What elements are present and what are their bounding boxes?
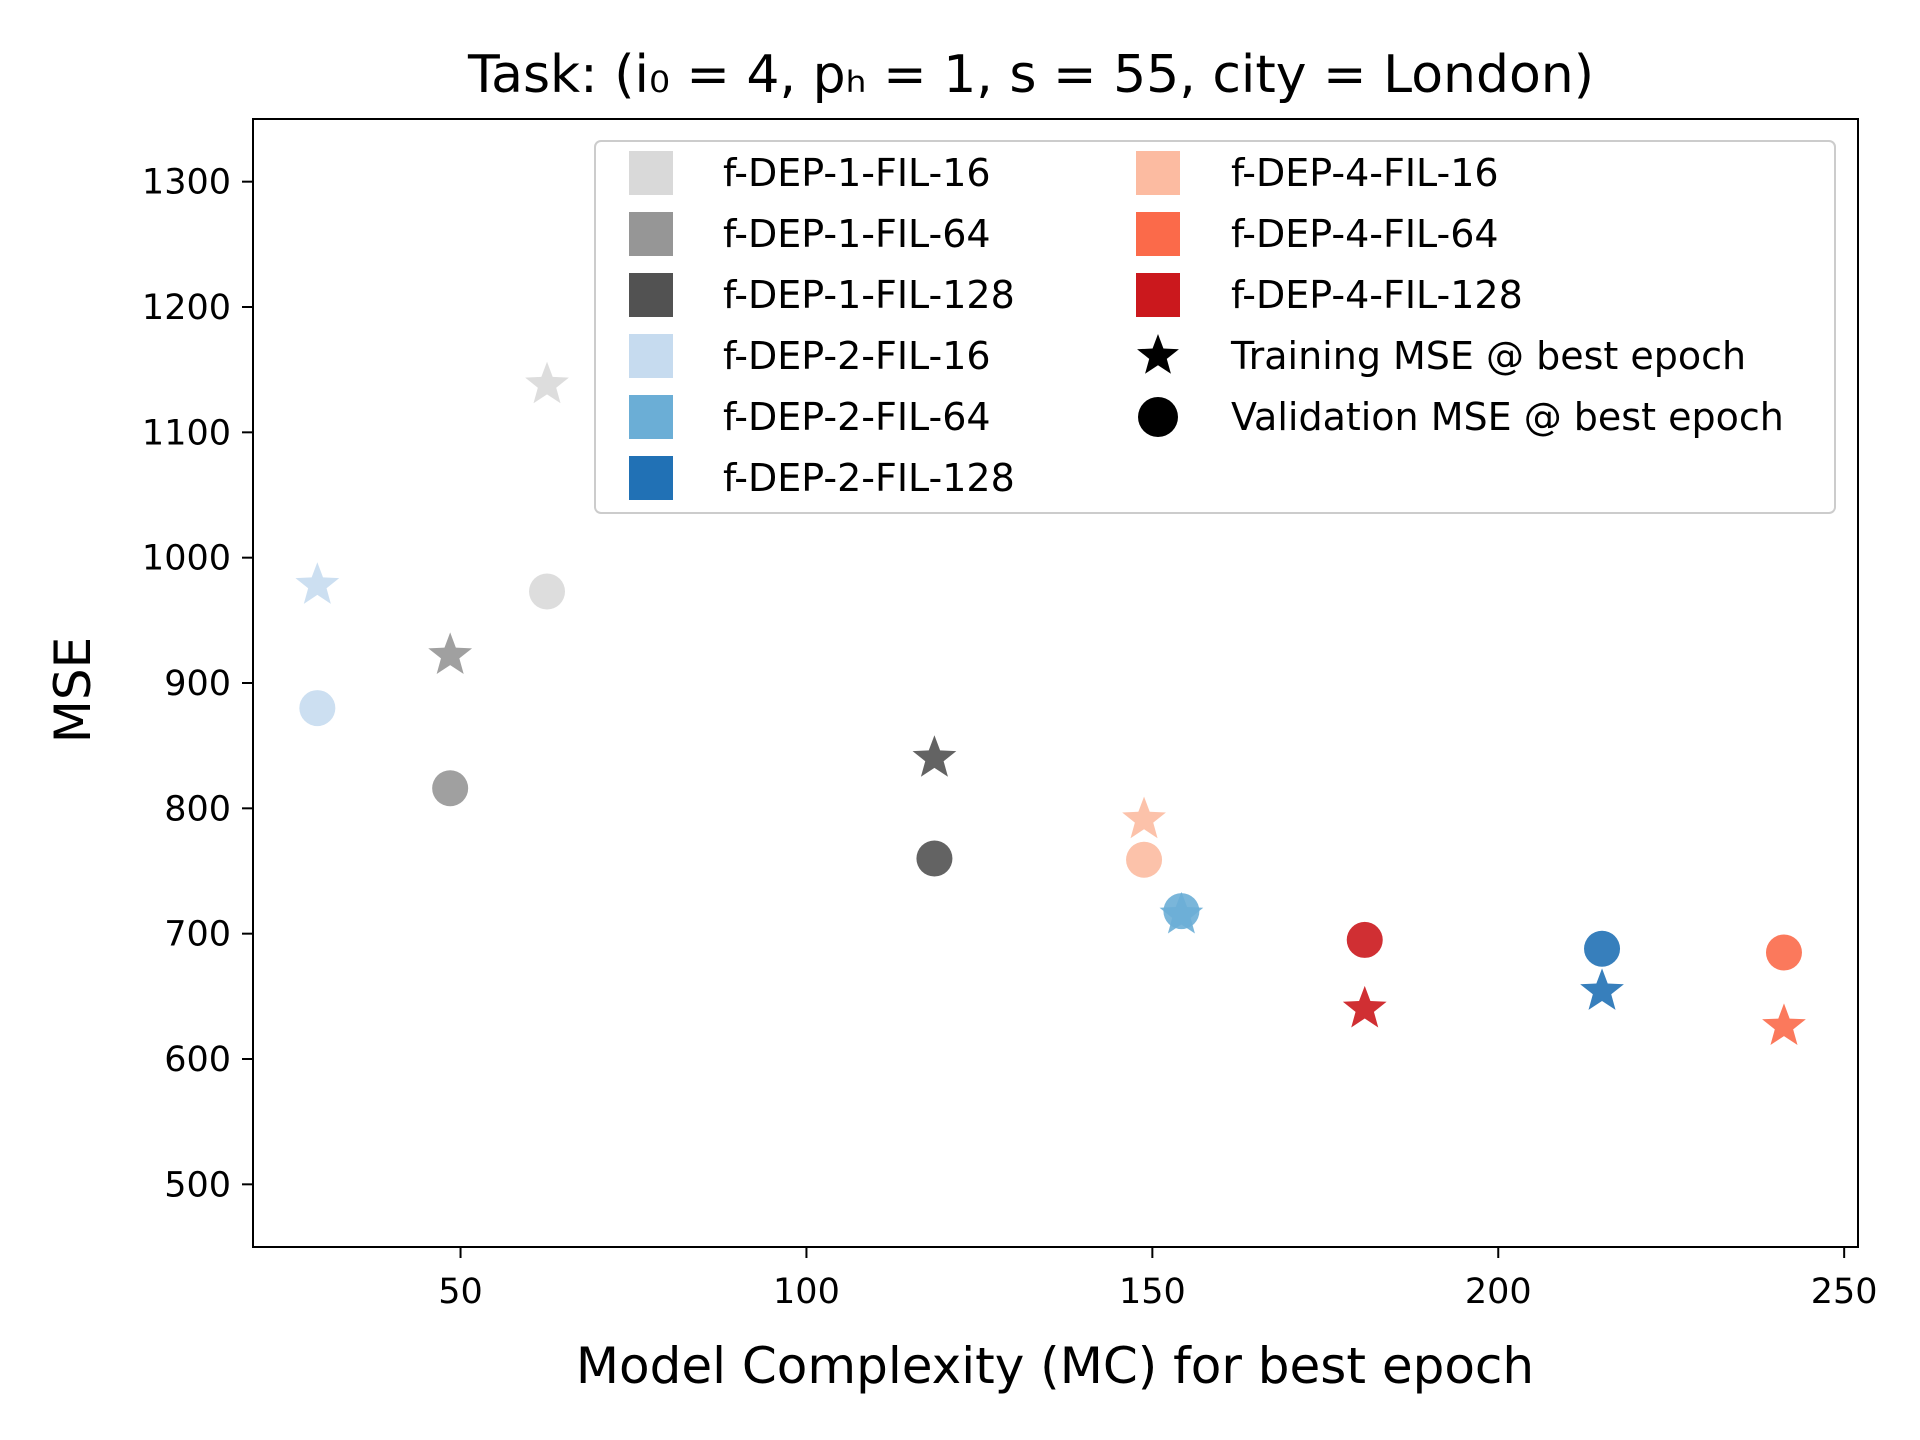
- validation-point-f-DEP-4-FIL-16: [1126, 841, 1163, 878]
- y-tick-label: 900: [164, 664, 231, 704]
- training-point-f-DEP-4-FIL-16: [1122, 796, 1166, 839]
- y-axis-label: MSE: [44, 637, 102, 743]
- y-tick-label: 1200: [142, 288, 231, 328]
- legend-label: Training MSE @ best epoch: [1230, 334, 1746, 378]
- training-point-f-DEP-1-FIL-128: [912, 735, 957, 777]
- validation-point-f-DEP-4-FIL-64: [1765, 934, 1802, 971]
- y-axis: 500 600 700 800 900 1000 1100 1200 1300: [142, 163, 253, 1205]
- legend-swatch: [1136, 212, 1180, 256]
- legend-swatch: [629, 395, 673, 439]
- y-tick-label: 700: [164, 915, 231, 955]
- legend-swatch: [1136, 273, 1180, 317]
- validation-point-f-DEP-4-FIL-128: [1346, 921, 1383, 958]
- training-point-f-DEP-2-FIL-128: [1580, 968, 1624, 1010]
- validation-point-f-DEP-1-FIL-64: [432, 770, 469, 807]
- validation-point-f-DEP-2-FIL-16: [299, 690, 336, 727]
- x-tick-label: 100: [773, 1272, 840, 1312]
- y-tick-label: 1300: [142, 163, 231, 203]
- legend-label: f-DEP-1-FIL-128: [723, 273, 1015, 317]
- y-tick-label: 1100: [142, 413, 231, 453]
- y-tick-label: 1000: [142, 539, 231, 579]
- x-tick-label: 200: [1465, 1272, 1532, 1312]
- legend-swatch: [1136, 151, 1180, 195]
- legend-label: Validation MSE @ best epoch: [1231, 395, 1784, 439]
- x-axis: 50 100 150 200 250: [438, 1247, 1878, 1312]
- legend-swatch: [629, 273, 673, 317]
- training-point-f-DEP-2-FIL-16: [295, 562, 340, 604]
- training-point-f-DEP-1-FIL-64: [428, 632, 473, 675]
- validation-point-f-DEP-1-FIL-128: [916, 840, 953, 877]
- chart-title: Task: (i₀ = 4, pₕ = 1, s = 55, city = Lo…: [467, 45, 1594, 105]
- legend-swatch: [629, 212, 673, 256]
- validation-point-f-DEP-2-FIL-128: [1584, 930, 1621, 967]
- legend-label: f-DEP-1-FIL-64: [723, 212, 991, 256]
- training-point-f-DEP-2-FIL-64: [1159, 891, 1204, 934]
- y-tick-label: 600: [164, 1040, 231, 1080]
- legend-label: f-DEP-4-FIL-16: [1231, 151, 1499, 195]
- validation-point-f-DEP-1-FIL-16: [529, 573, 566, 610]
- legend-label: f-DEP-4-FIL-64: [1231, 212, 1499, 256]
- legend-label: f-DEP-2-FIL-128: [723, 456, 1015, 500]
- x-axis-label: Model Complexity (MC) for best epoch: [576, 1337, 1534, 1395]
- legend-label: f-DEP-2-FIL-16: [723, 334, 991, 378]
- y-tick-label: 800: [164, 789, 231, 829]
- legend-label: f-DEP-1-FIL-16: [723, 151, 991, 195]
- x-tick-label: 250: [1811, 1272, 1878, 1312]
- legend-label: f-DEP-4-FIL-128: [1231, 273, 1523, 317]
- legend-star-marker: [1137, 334, 1179, 374]
- legend-swatch: [629, 151, 673, 195]
- training-point-f-DEP-4-FIL-64: [1762, 1003, 1806, 1046]
- y-tick-label: 500: [164, 1165, 231, 1205]
- training-point-f-DEP-4-FIL-128: [1342, 985, 1387, 1028]
- legend-circle-marker: [1138, 397, 1178, 437]
- legend: f-DEP-1-FIL-16 f-DEP-1-FIL-64 f-DEP-1-FIL-…: [594, 140, 1836, 514]
- legend-swatch: [629, 456, 673, 500]
- legend-frame: [594, 140, 1836, 514]
- x-tick-label: 150: [1119, 1272, 1186, 1312]
- data-markers: [295, 361, 1806, 1046]
- legend-swatch: [629, 334, 673, 378]
- training-point-f-DEP-1-FIL-16: [525, 361, 569, 404]
- legend-label: f-DEP-2-FIL-64: [723, 395, 991, 439]
- x-tick-label: 50: [438, 1272, 483, 1312]
